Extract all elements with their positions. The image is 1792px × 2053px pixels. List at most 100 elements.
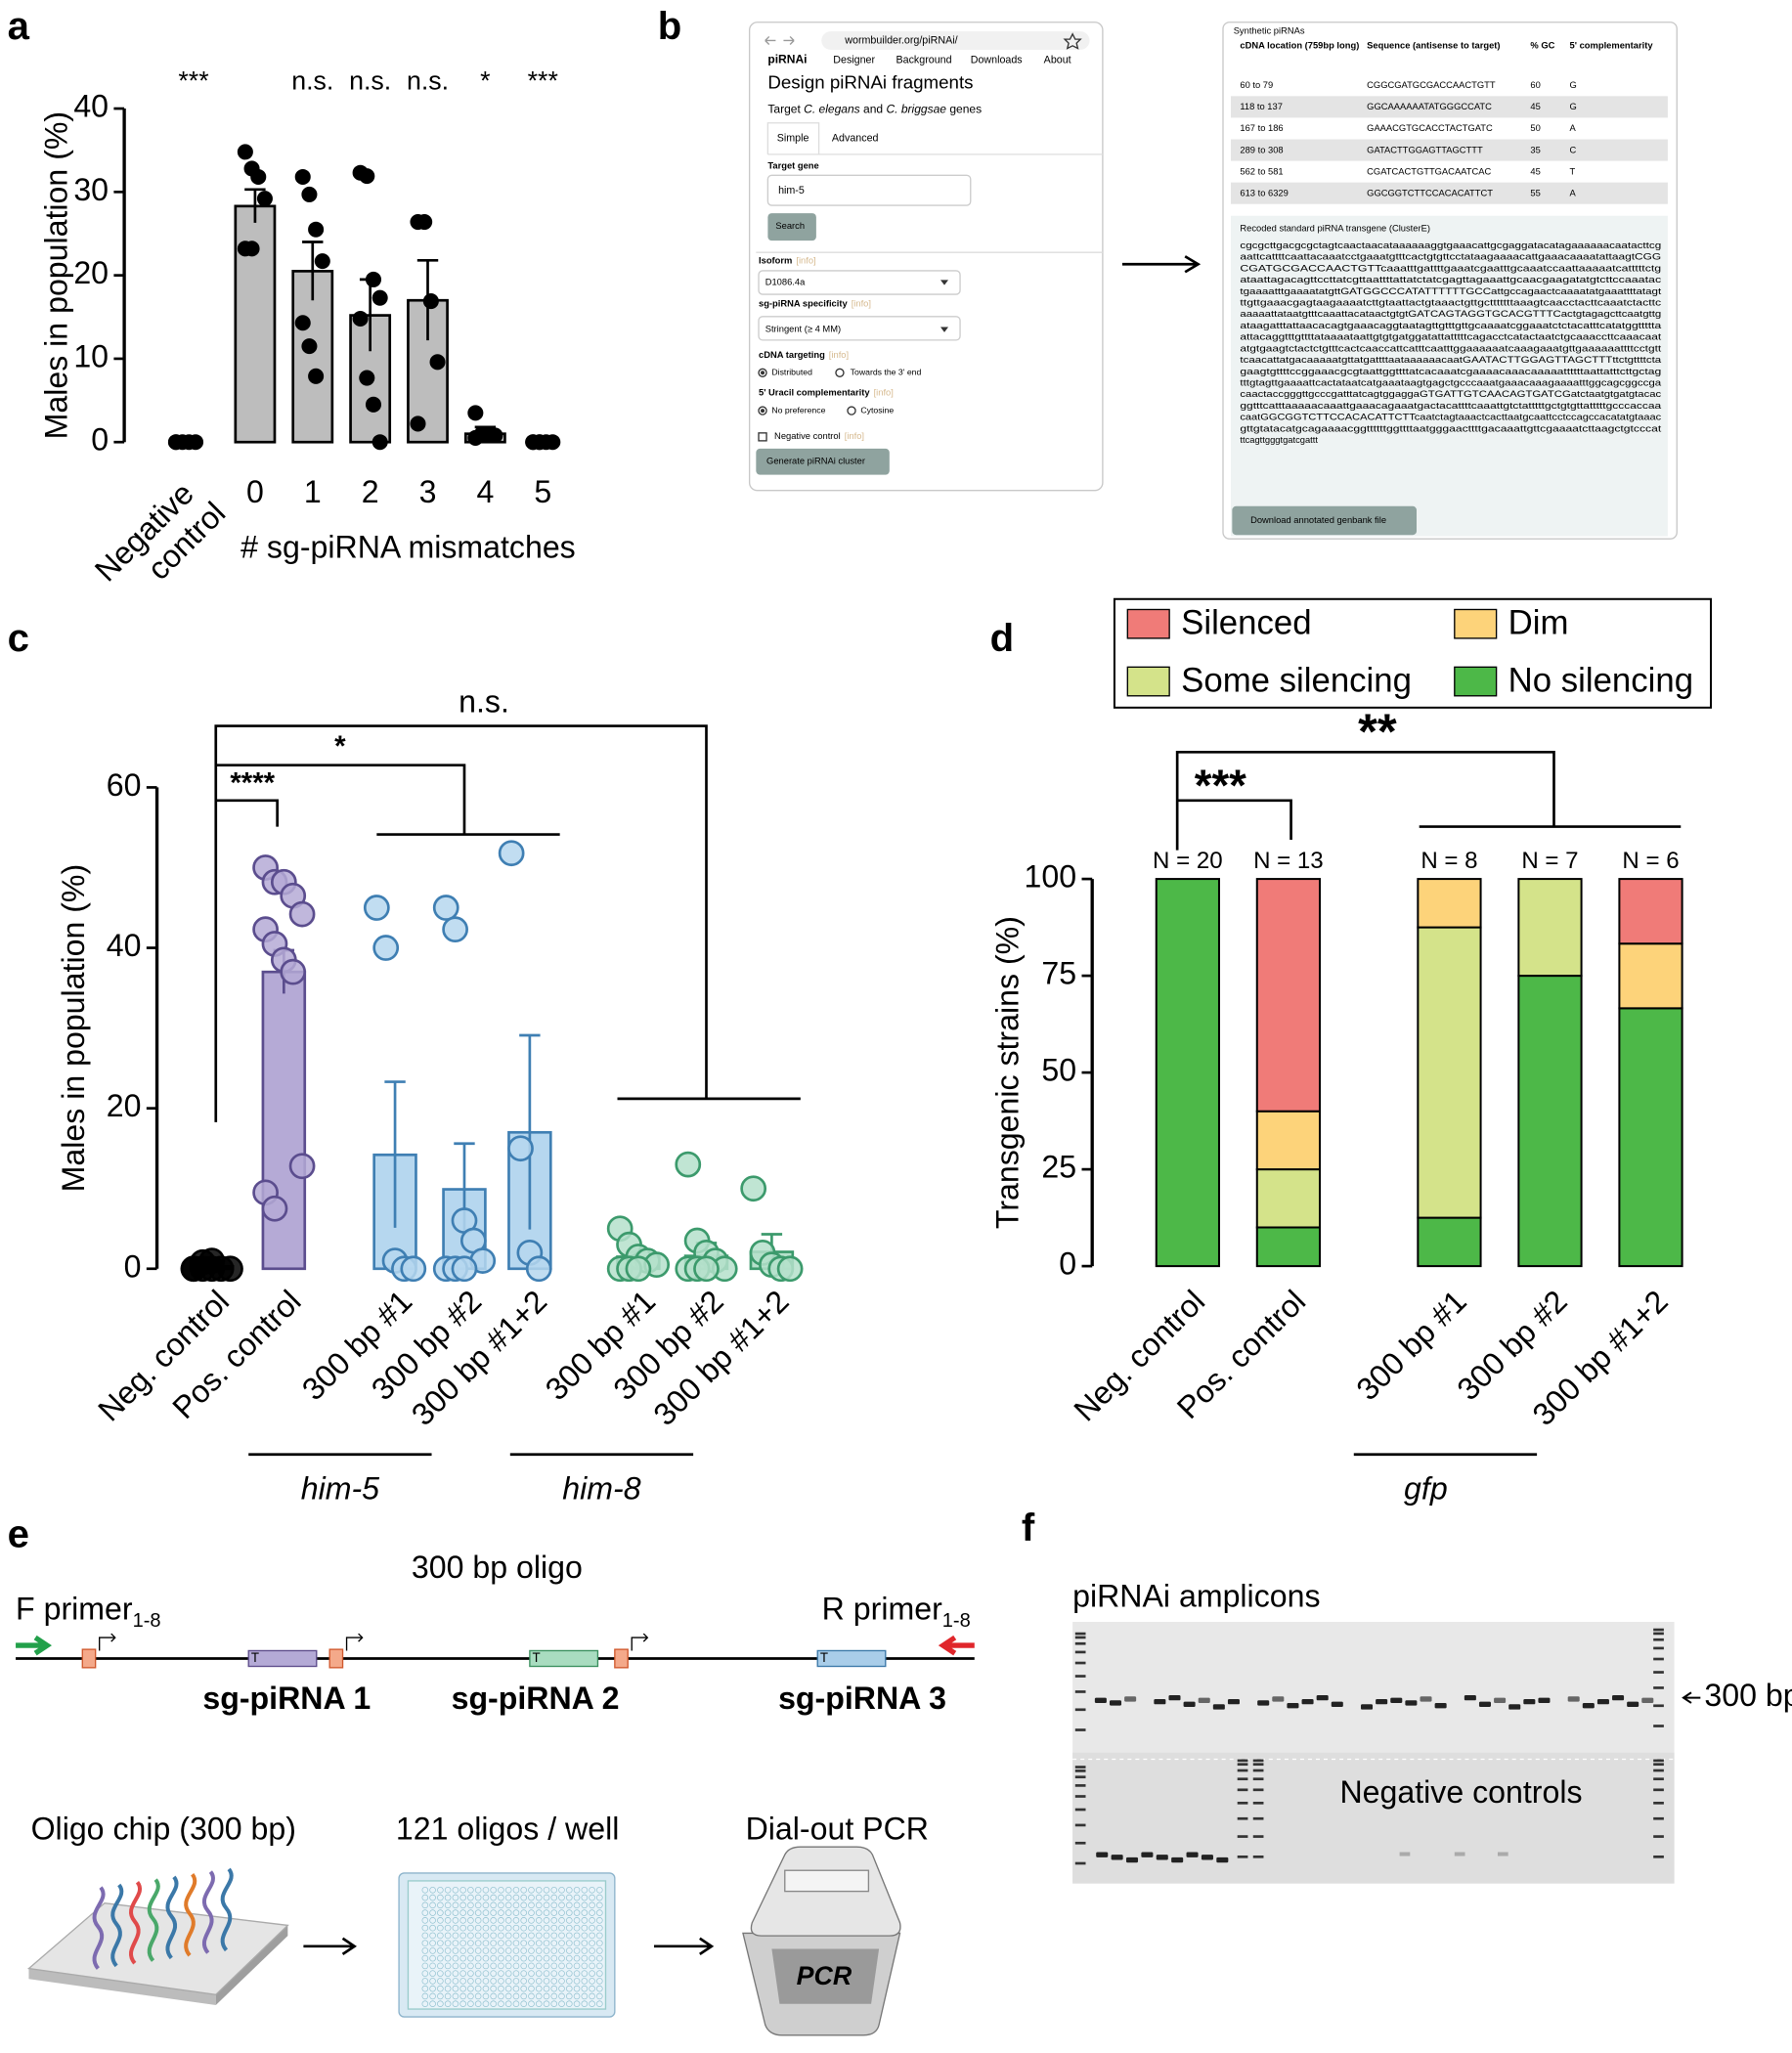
url: wormbuilder.org/piRNAi/ — [844, 34, 957, 46]
ladder-band — [1252, 1835, 1264, 1838]
y-tick-label: 0 — [91, 422, 109, 458]
well — [581, 1887, 589, 1894]
button[interactable] — [1232, 505, 1418, 536]
well — [437, 1909, 444, 1916]
well — [558, 1978, 565, 1985]
well — [474, 1940, 482, 1946]
ladder-band — [1074, 1795, 1086, 1798]
tab[interactable]: Simple — [777, 133, 809, 145]
well — [550, 1978, 558, 1985]
well — [490, 1940, 497, 1946]
well — [452, 1940, 459, 1946]
info[interactable]: [info] — [852, 299, 871, 309]
field-label: cDNA targeting [info] — [759, 350, 849, 360]
promoter-box — [81, 1648, 97, 1669]
info[interactable]: [info] — [829, 350, 849, 360]
well — [589, 1909, 595, 1916]
button[interactable] — [756, 448, 890, 475]
data-point — [359, 168, 375, 185]
well — [467, 1947, 474, 1954]
well — [474, 1947, 482, 1954]
well — [596, 1917, 603, 1924]
column-header: Sequence (antisense to target) — [1367, 42, 1500, 51]
sequence-line: attacaggtttgttttataaaataattgtgtgatggatat… — [1240, 332, 1661, 342]
error-bar — [244, 188, 266, 223]
well — [589, 1940, 595, 1946]
gel-band — [1154, 1698, 1166, 1705]
well — [452, 1985, 459, 1992]
data-point — [675, 1151, 702, 1178]
select[interactable] — [758, 270, 961, 295]
well — [482, 1985, 490, 1992]
well — [444, 1978, 452, 1985]
field-label: Isoform [info] — [759, 256, 816, 266]
data-point — [261, 1195, 288, 1222]
checkbox[interactable] — [758, 432, 767, 442]
well — [459, 1947, 466, 1954]
data-point — [693, 1255, 720, 1283]
ladder-band — [1653, 1657, 1664, 1661]
field-label: Target gene — [767, 160, 818, 170]
tab[interactable]: Advanced — [832, 133, 879, 145]
well — [581, 1901, 589, 1909]
ladder-band — [1074, 1632, 1086, 1636]
text-input[interactable] — [766, 174, 972, 206]
well — [543, 1992, 550, 2000]
data-point — [545, 434, 561, 451]
gel-band — [1582, 1702, 1595, 1709]
well — [504, 2000, 512, 2007]
well — [596, 2000, 603, 2007]
well — [498, 1901, 504, 1909]
info[interactable]: [info] — [874, 388, 894, 398]
well — [498, 1947, 504, 1954]
bracket — [215, 764, 466, 835]
well — [421, 1917, 429, 1924]
radio[interactable] — [835, 368, 845, 377]
field-label: Negative control [info] — [774, 431, 864, 441]
data-point — [507, 1135, 534, 1162]
y-tick-label: 100 — [1025, 859, 1077, 895]
step-label: Dial-out PCR — [746, 1812, 929, 1847]
well — [467, 1970, 474, 1977]
sg-pirna-label: sg-piRNA 3 — [778, 1681, 946, 1716]
data-point — [467, 405, 484, 421]
results-title: Synthetic piRNAs — [1234, 26, 1305, 36]
oligo-strand — [110, 1883, 124, 1968]
well — [528, 1901, 535, 1909]
well — [558, 1924, 565, 1932]
data-point — [498, 840, 525, 867]
radio[interactable] — [847, 406, 856, 415]
well — [429, 1992, 436, 2000]
data-point — [525, 1255, 552, 1283]
panel-label: b — [658, 4, 682, 48]
select[interactable] — [758, 316, 961, 341]
primer-label: R primer1-8 — [822, 1592, 971, 1633]
gel-band — [1124, 1696, 1137, 1702]
button[interactable] — [767, 213, 816, 241]
panel-label: c — [8, 616, 29, 660]
y-tick-label: 30 — [73, 172, 109, 207]
well — [550, 1901, 558, 1909]
well — [490, 1924, 497, 1932]
well — [444, 2000, 452, 2007]
gel-band — [1301, 1698, 1314, 1705]
info[interactable]: [info] — [796, 256, 815, 266]
well — [512, 1954, 520, 1962]
well — [452, 1894, 459, 1901]
well — [558, 1985, 565, 1992]
y-axis-label: Transgenic strains (%) — [989, 916, 1025, 1229]
well — [596, 1924, 603, 1932]
bookmark-star — [1063, 32, 1082, 50]
well — [543, 1954, 550, 1962]
well — [581, 1985, 589, 1992]
ladder-band — [1653, 1686, 1664, 1689]
subheading-part: genes — [946, 103, 982, 116]
well — [520, 1985, 527, 1992]
well — [437, 1947, 444, 1954]
well — [429, 1887, 436, 1894]
well — [573, 1917, 581, 1924]
well — [437, 1917, 444, 1924]
cell: G — [1570, 102, 1577, 111]
well — [437, 1992, 444, 2000]
button-label: Generate piRNAi cluster — [766, 457, 865, 466]
